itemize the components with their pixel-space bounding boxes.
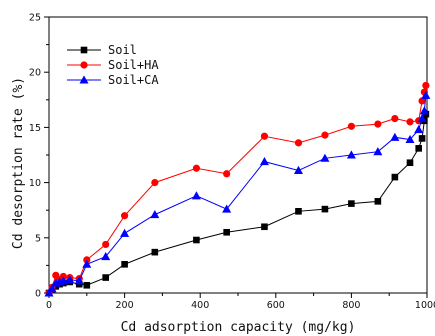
- data-point-soil: [261, 223, 268, 231]
- data-point-soil: [406, 159, 414, 167]
- series-soil-ha: [45, 81, 430, 297]
- data-point-soil-ca: [191, 191, 201, 200]
- data-point-soil-ca: [417, 113, 427, 123]
- data-point-soil-ca: [259, 157, 269, 166]
- legend-item-soil: Soil: [67, 43, 137, 57]
- x-axis-title: Cd adsorption capacity (mg/kg): [121, 320, 356, 335]
- data-point-soil-ca: [120, 228, 130, 237]
- data-point-soil: [151, 248, 159, 256]
- y-tick-label: 5: [35, 233, 41, 244]
- data-point-soil-ca: [74, 276, 84, 285]
- data-point-soil-ca: [320, 153, 330, 162]
- data-point-soil: [193, 236, 200, 244]
- data-point-soil-ca: [150, 209, 160, 219]
- x-tick-label: 400: [191, 300, 209, 311]
- data-point-soil-ca: [421, 90, 431, 99]
- y-tick-label: 15: [29, 123, 41, 134]
- legend-item-soil-ca: Soil+CA: [67, 73, 159, 87]
- series-soil-ca: [44, 90, 431, 297]
- data-point-soil-ca: [47, 283, 57, 293]
- legend-item-soil-ha: Soil+HA: [67, 58, 159, 72]
- data-point-soil-ca: [293, 165, 303, 174]
- data-point-soil: [391, 173, 399, 181]
- data-point-soil: [223, 228, 230, 236]
- series-soil: [45, 110, 430, 297]
- data-point-soil-ha: [120, 212, 129, 220]
- data-point-soil: [415, 145, 422, 152]
- data-point-soil-ha: [374, 120, 382, 128]
- data-point-soil-ca: [44, 288, 54, 297]
- data-point-soil-ca: [222, 204, 232, 213]
- series-line-soil: [48, 114, 427, 294]
- y-tick-label: 10: [29, 178, 41, 189]
- y-tick-label: 20: [29, 68, 41, 79]
- legend-label: Soil+CA: [108, 73, 159, 87]
- x-tick-label: 800: [342, 300, 360, 311]
- plot-frame: [48, 16, 428, 294]
- data-point-soil-ha: [391, 114, 399, 123]
- data-point-soil-ha: [151, 179, 159, 187]
- data-point-soil: [348, 200, 355, 207]
- data-point-soil-ca: [346, 150, 356, 159]
- legend-marker: [80, 61, 88, 69]
- data-point-soil-ca: [82, 259, 92, 268]
- y-tick-label: 0: [35, 289, 41, 300]
- data-point-soil: [102, 274, 109, 281]
- data-point-soil: [121, 260, 128, 268]
- data-point-soil-ca: [414, 124, 424, 134]
- series-layer: [44, 81, 431, 297]
- data-point-soil: [418, 135, 426, 142]
- data-point-soil-ha: [260, 132, 269, 140]
- data-point-soil: [295, 208, 302, 215]
- legend-label: Soil+HA: [108, 58, 159, 72]
- series-line-soil-ha: [48, 85, 427, 294]
- data-point-soil-ha: [192, 164, 201, 172]
- data-point-soil-ha: [347, 122, 356, 130]
- data-point-soil: [83, 281, 91, 289]
- data-point-soil-ha: [223, 170, 231, 178]
- data-point-soil-ca: [419, 106, 429, 115]
- y-axis-title: Cd desorption rate (%): [11, 77, 26, 249]
- y-tick-label: 25: [29, 13, 41, 24]
- data-point-soil-ca: [58, 276, 68, 285]
- data-point-soil-ca: [390, 132, 400, 141]
- x-tick-label: 200: [116, 300, 134, 311]
- data-point-soil-ha: [321, 131, 329, 139]
- data-point-soil-ca: [373, 147, 383, 156]
- data-point-soil: [321, 205, 329, 213]
- legend-label: Soil: [108, 43, 137, 57]
- legend-marker: [79, 75, 89, 84]
- data-point-soil-ha: [422, 81, 430, 90]
- data-point-soil-ha: [406, 118, 414, 126]
- data-point-soil-ca: [405, 134, 415, 144]
- data-point-soil-ha: [294, 139, 303, 147]
- data-point-soil-ha: [102, 240, 110, 249]
- legend-marker: [80, 46, 88, 54]
- data-point-soil-ca: [101, 251, 111, 261]
- data-point-soil-ca: [65, 275, 75, 284]
- x-tick-label: 600: [267, 300, 285, 311]
- x-tick-label: 0: [46, 300, 52, 311]
- data-point-soil: [374, 198, 382, 205]
